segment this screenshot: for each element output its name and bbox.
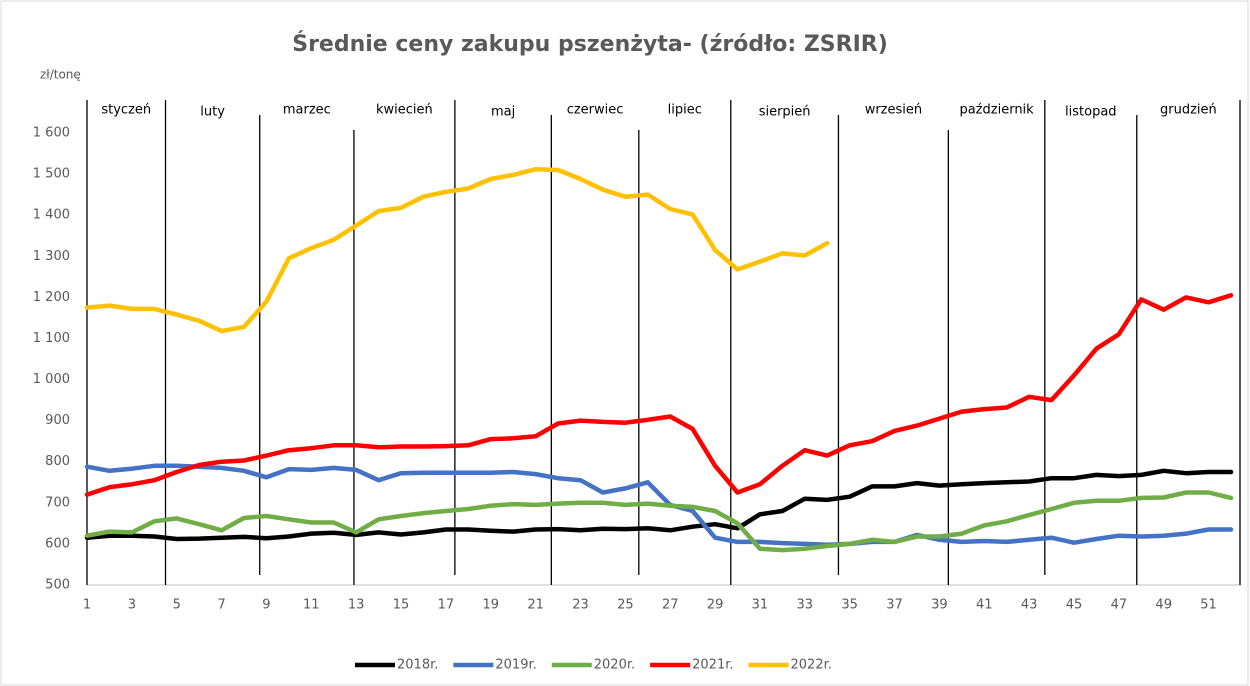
- x-tick-label: 33: [797, 598, 814, 613]
- month-label: czerwiec: [567, 103, 624, 118]
- x-tick-label: 23: [572, 598, 589, 613]
- x-tick-label: 15: [393, 598, 410, 613]
- x-tick-label: 43: [1021, 598, 1038, 613]
- x-tick-label: 19: [482, 598, 499, 613]
- y-unit: zł/tonę: [40, 68, 81, 82]
- month-label: kwiecień: [376, 103, 433, 118]
- month-label: maj: [491, 105, 515, 120]
- x-tick-label: 41: [976, 598, 993, 613]
- x-tick-label: 47: [1111, 598, 1128, 613]
- x-tick-label: 13: [348, 598, 365, 613]
- series-line: [84, 463, 1234, 547]
- series-line: [84, 166, 830, 334]
- y-tick-label: 1 500: [33, 167, 70, 182]
- y-tick-label: 600: [45, 536, 70, 551]
- x-tick-label: 51: [1200, 598, 1217, 613]
- x-tick-label: 39: [931, 598, 948, 613]
- x-tick-label: 17: [438, 598, 455, 613]
- legend-label: 2018r.: [397, 658, 438, 673]
- x-tick-label: 11: [303, 598, 320, 613]
- series-line: [84, 468, 1234, 542]
- month-label: sierpień: [759, 105, 811, 120]
- y-tick-label: 1 400: [33, 208, 70, 223]
- y-tick-label: 1 100: [33, 331, 70, 346]
- x-tick-label: 25: [617, 598, 634, 613]
- y-tick-label: 1 600: [33, 126, 70, 141]
- y-tick-label: 1 300: [33, 249, 70, 264]
- x-tick-label: 9: [262, 598, 270, 613]
- month-label: wrzesień: [865, 103, 922, 118]
- month-label: grudzień: [1160, 103, 1217, 118]
- y-tick-label: 500: [45, 578, 70, 593]
- month-label: styczeń: [101, 103, 151, 118]
- x-tick-label: 35: [841, 598, 858, 613]
- x-tick-label: 37: [886, 598, 903, 613]
- x-tick-label: 1: [83, 598, 91, 613]
- month-label: marzec: [283, 103, 331, 118]
- x-tick-label: 31: [752, 598, 769, 613]
- month-label: luty: [200, 105, 225, 120]
- month-label: listopad: [1065, 105, 1117, 120]
- month-label: październik: [959, 103, 1034, 118]
- x-tick-label: 49: [1155, 598, 1172, 613]
- series-line: [84, 293, 1234, 497]
- x-tick-label: 21: [527, 598, 544, 613]
- x-tick-label: 7: [217, 598, 225, 613]
- x-tick-label: 45: [1066, 598, 1083, 613]
- x-tick-label: 29: [707, 598, 724, 613]
- month-label: lipiec: [668, 103, 702, 118]
- legend-label: 2020r.: [594, 658, 635, 673]
- legend-label: 2022r.: [791, 658, 832, 673]
- chart-title: Średnie ceny zakupu pszenżyta- (źródło: …: [292, 31, 888, 57]
- x-tick-label: 5: [173, 598, 181, 613]
- legend-label: 2019r.: [495, 658, 536, 673]
- x-tick-label: 3: [128, 598, 136, 613]
- y-tick-label: 1 200: [33, 290, 70, 305]
- legend-label: 2021r.: [692, 658, 733, 673]
- y-tick-label: 700: [45, 495, 70, 510]
- x-tick-label: 27: [662, 598, 679, 613]
- y-tick-label: 900: [45, 413, 70, 428]
- series-line: [84, 490, 1234, 553]
- y-tick-label: 800: [45, 454, 70, 469]
- y-tick-label: 1 000: [33, 372, 70, 387]
